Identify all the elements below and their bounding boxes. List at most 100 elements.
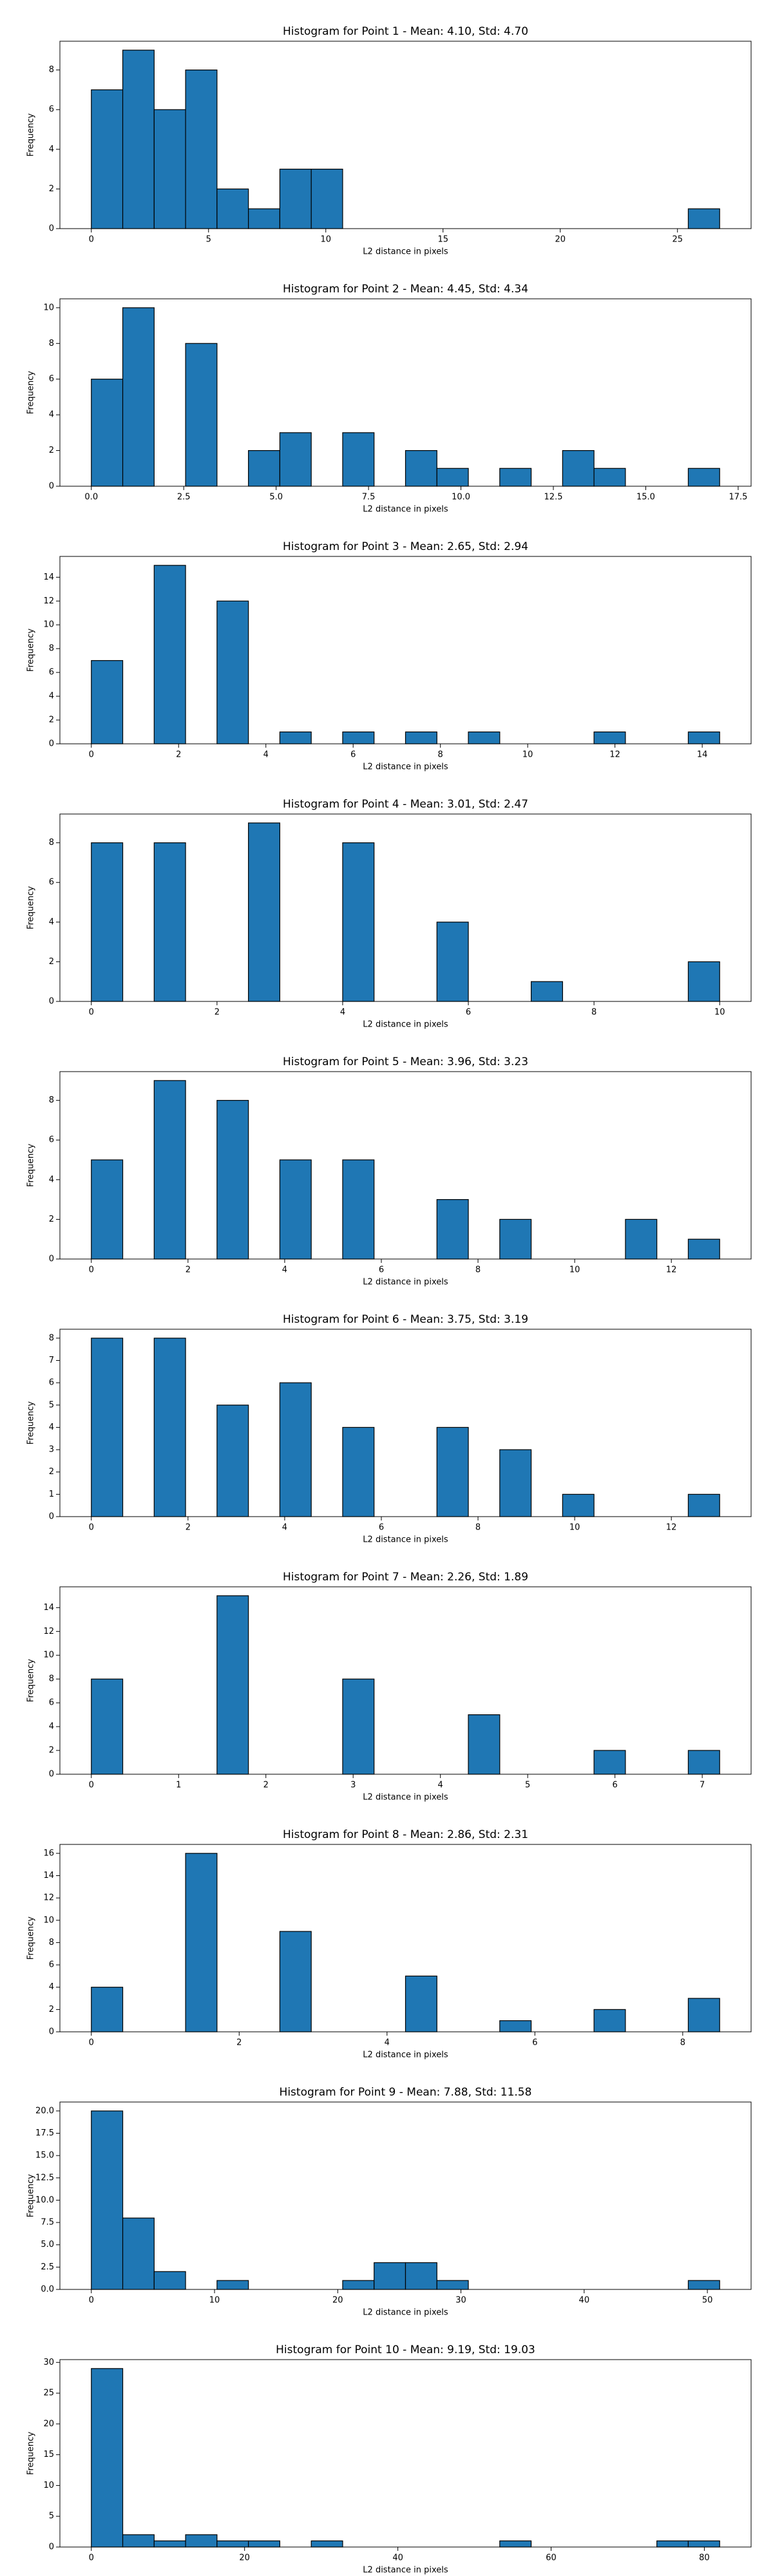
y-tick-label: 5 — [49, 1400, 54, 1410]
x-tick-label: 8 — [438, 750, 443, 760]
histogram-chart: 0.0 2.5 5.0 7.5 10.0 12.5 15.0 17.5 0 2 4 6 8 10 Histo… — [26, 283, 752, 515]
histogram-bar — [91, 1678, 124, 1775]
x-axis-label: L2 distance in pixels — [363, 1793, 448, 1803]
axes-frame — [59, 1844, 752, 2032]
x-tick-label: 5 — [525, 1781, 530, 1790]
histogram-bar — [687, 208, 720, 229]
x-tick-label: 2 — [236, 2038, 242, 2048]
x-tick-label: 6 — [379, 1265, 384, 1275]
x-tick-label: 4 — [438, 1781, 443, 1790]
x-tick-label: 6 — [350, 750, 356, 760]
y-tick-label: 5.0 — [41, 2240, 54, 2249]
y-tick-label: 15.0 — [35, 2151, 54, 2161]
histogram-bar — [279, 1931, 312, 2032]
x-axis-label: L2 distance in pixels — [363, 2050, 448, 2060]
histogram-bar — [185, 343, 218, 487]
histogram-bar — [91, 89, 124, 229]
x-tick-label: 0.0 — [84, 493, 98, 502]
y-tick-label: 12 — [43, 1627, 54, 1636]
histogram-chart: 0 20 40 60 80 0 5 10 15 20 25 30 Histogram for Point… — [26, 2344, 752, 2575]
axes-frame — [59, 2359, 752, 2548]
x-tick-label: 5 — [206, 235, 211, 245]
x-axis-label: L2 distance in pixels — [363, 1278, 448, 1287]
chart-title: Histogram for Point 7 - Mean: 2.26, Std:… — [283, 1571, 528, 1584]
histogram-bar — [342, 1159, 375, 1260]
x-tick-label: 50 — [702, 2296, 713, 2306]
y-tick-label: 1 — [49, 1490, 54, 1499]
histogram-bar — [342, 842, 375, 1002]
y-axis-label: Frequency — [26, 1659, 36, 1702]
chart-title: Histogram for Point 6 - Mean: 3.75, Std:… — [283, 1313, 528, 1326]
histogram-bar — [122, 50, 155, 229]
x-tick-label: 6 — [613, 1781, 618, 1790]
histogram-bar — [405, 450, 437, 487]
histogram-bar — [122, 2534, 155, 2548]
chart-title: Histogram for Point 3 - Mean: 2.65, Std:… — [283, 540, 528, 553]
y-tick-label: 6 — [49, 1698, 54, 1708]
histogram-bar — [593, 731, 626, 744]
histogram-bar — [91, 1987, 124, 2032]
histogram-chart: 0 2 4 6 8 10 0 2 4 6 8 Histogram for Point 4 - Mean… — [26, 798, 752, 1030]
y-tick-label: 7 — [49, 1356, 54, 1365]
y-tick-label: 0 — [49, 482, 54, 491]
y-tick-label: 2 — [49, 446, 54, 455]
histogram-bar — [91, 1159, 124, 1260]
axes-frame — [59, 1071, 752, 1260]
y-tick-label: 6 — [49, 668, 54, 677]
histogram-bar — [436, 922, 469, 1002]
histogram-bar — [436, 468, 469, 487]
y-tick-label: 2 — [49, 715, 54, 725]
x-tick-label: 8 — [680, 2038, 685, 2048]
x-tick-label: 4 — [263, 750, 269, 760]
histogram-bar — [656, 2540, 689, 2548]
histogram-bar — [248, 208, 281, 229]
histogram-bar — [310, 169, 343, 229]
histogram-bar — [216, 1405, 249, 1517]
x-tick-label: 4 — [282, 1523, 287, 1533]
histogram-bar — [342, 1678, 375, 1775]
histogram-bar — [687, 1750, 720, 1775]
histogram-bar — [405, 1975, 437, 2032]
x-tick-label: 8 — [475, 1523, 481, 1533]
y-tick-label: 2 — [49, 184, 54, 194]
histogram-bar — [153, 1080, 186, 1260]
y-tick-label: 4 — [49, 1175, 54, 1184]
histogram-bar — [91, 2368, 124, 2548]
chart-title: Histogram for Point 1 - Mean: 4.10, Std:… — [283, 25, 528, 38]
histogram-bar — [593, 1750, 626, 1775]
x-tick-label: 0 — [89, 2553, 94, 2563]
y-tick-label: 4 — [49, 144, 54, 154]
x-tick-label: 0 — [89, 1523, 94, 1533]
y-axis-label: Frequency — [26, 371, 36, 414]
y-tick-label: 12 — [43, 596, 54, 606]
histogram-bar — [687, 2540, 720, 2548]
histogram-bar — [436, 1426, 469, 1517]
y-tick-label: 14 — [43, 573, 54, 582]
chart-title: Histogram for Point 5 - Mean: 3.96, Std:… — [283, 1056, 528, 1068]
y-tick-label: 12.5 — [35, 2173, 54, 2183]
y-axis-label: Frequency — [26, 113, 36, 156]
x-tick-label: 15.0 — [636, 493, 655, 502]
histogram-bar — [216, 1595, 249, 1775]
histogram-bar — [216, 2280, 249, 2290]
x-tick-label: 7.5 — [362, 493, 376, 502]
y-tick-label: 4 — [49, 410, 54, 420]
y-axis-label: Frequency — [26, 2432, 36, 2475]
y-tick-label: 25 — [43, 2389, 54, 2398]
x-tick-label: 2 — [215, 1008, 220, 1018]
chart-title: Histogram for Point 10 - Mean: 9.19, Std… — [276, 2344, 535, 2356]
histogram-bar — [593, 468, 626, 487]
y-tick-label: 8 — [49, 1938, 54, 1947]
y-tick-label: 0 — [49, 1770, 54, 1779]
x-tick-label: 2 — [263, 1781, 269, 1790]
x-tick-label: 10 — [209, 2296, 220, 2306]
x-tick-label: 15 — [437, 235, 448, 245]
x-tick-label: 6 — [466, 1008, 471, 1018]
y-axis-label: Frequency — [26, 1144, 36, 1187]
y-tick-label: 10 — [43, 2481, 54, 2490]
x-tick-label: 80 — [699, 2553, 710, 2563]
y-tick-label: 20 — [43, 2419, 54, 2429]
histogram-bar — [122, 307, 155, 487]
histogram-bar — [687, 1998, 720, 2032]
